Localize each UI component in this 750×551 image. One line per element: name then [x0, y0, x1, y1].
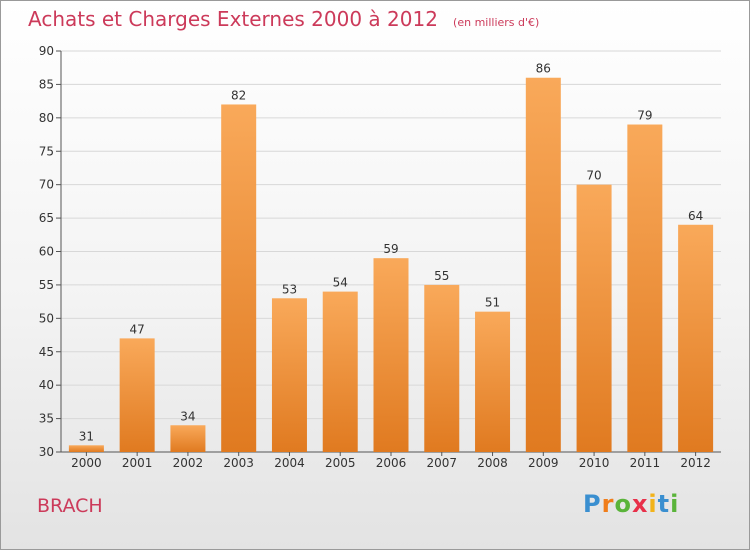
bar-2006: [373, 258, 409, 452]
data-label: 79: [637, 109, 652, 123]
bar-2003: [221, 104, 257, 452]
y-tick-label: 55: [39, 278, 54, 292]
y-tick-label: 60: [39, 245, 54, 259]
logo-letter: x: [631, 490, 649, 518]
data-label: 31: [79, 429, 94, 443]
x-tick-label: 2006: [376, 456, 407, 470]
x-tick-label: 2010: [579, 456, 610, 470]
bar-2009: [525, 77, 561, 452]
bar-2008: [475, 311, 511, 452]
bar-2004: [271, 298, 307, 452]
bar-2011: [627, 124, 663, 453]
y-tick-label: 45: [39, 345, 54, 359]
x-tick-label: 2002: [173, 456, 204, 470]
bar-2012: [678, 224, 714, 452]
data-label: 54: [333, 276, 348, 290]
bar-2005: [322, 291, 358, 452]
bar-2002: [170, 425, 206, 452]
y-tick-label: 75: [39, 144, 54, 158]
y-tick-label: 80: [39, 111, 54, 125]
x-tick-label: 2008: [477, 456, 508, 470]
x-tick-label: 2003: [223, 456, 254, 470]
chart-title: Achats et Charges Externes 2000 à 2012: [28, 7, 438, 31]
chart-subtitle: (en milliers d'€): [453, 16, 540, 29]
y-tick-label: 90: [39, 44, 54, 58]
data-label: 34: [180, 409, 195, 423]
x-tick-label: 2009: [528, 456, 559, 470]
bar-2010: [576, 184, 612, 452]
x-tick-label: 2011: [630, 456, 661, 470]
commune-name: BRACH: [37, 495, 103, 517]
data-label: 53: [282, 282, 297, 296]
x-tick-label: 2001: [122, 456, 153, 470]
chart-title-block: Achats et Charges Externes 2000 à 2012 (…: [28, 7, 539, 31]
y-tick-label: 40: [39, 378, 54, 392]
proxiti-logo: Proxiti: [583, 490, 679, 518]
data-label: 70: [586, 169, 601, 183]
data-label: 64: [688, 209, 703, 223]
logo-letter: i: [670, 490, 680, 518]
logo-letter: t: [657, 490, 671, 518]
x-tick-label: 2007: [426, 456, 457, 470]
data-label: 51: [485, 296, 500, 310]
x-tick-label: 2004: [274, 456, 305, 470]
y-tick-label: 70: [39, 178, 54, 192]
x-tick-label: 2005: [325, 456, 356, 470]
logo-letter: P: [583, 490, 602, 518]
data-label: 59: [383, 242, 398, 256]
y-tick-label: 85: [39, 77, 54, 91]
y-tick-label: 65: [39, 211, 54, 225]
logo-letter: i: [648, 490, 658, 518]
bar-2001: [119, 338, 155, 452]
data-label: 82: [231, 88, 246, 102]
x-tick-label: 2012: [680, 456, 711, 470]
x-tick-label: 2000: [71, 456, 102, 470]
data-label: 47: [130, 322, 145, 336]
y-tick-label: 30: [39, 445, 54, 459]
bar-2007: [424, 284, 460, 452]
data-label: 86: [536, 62, 551, 76]
data-label: 55: [434, 269, 449, 283]
y-tick-label: 35: [39, 412, 54, 426]
bar-2000: [68, 445, 104, 452]
logo-letter: r: [601, 490, 615, 518]
logo-letter: o: [614, 490, 632, 518]
y-tick-label: 50: [39, 311, 54, 325]
